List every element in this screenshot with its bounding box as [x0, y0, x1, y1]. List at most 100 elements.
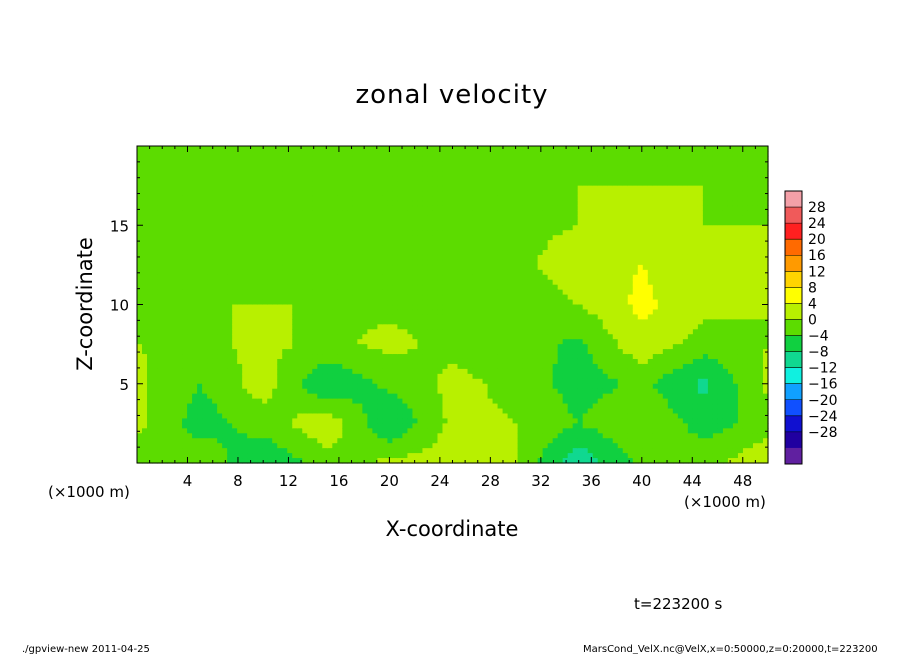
heat-cell [287, 408, 293, 415]
heat-cell [482, 373, 489, 380]
heat-cell [382, 373, 388, 380]
heat-cell [482, 279, 489, 286]
heat-cell [147, 368, 153, 375]
heat-cell [307, 398, 313, 405]
heat-cell [252, 225, 258, 231]
heat-cell [187, 314, 193, 320]
heat-cell [187, 354, 193, 360]
heat-cell [442, 200, 449, 207]
heat-cell [512, 403, 519, 410]
heat-cell [182, 334, 188, 340]
heat-cell [227, 339, 233, 345]
heat-cell [222, 170, 228, 177]
heat-cell [277, 294, 283, 301]
heat-cell [257, 235, 263, 241]
heat-cell [432, 210, 439, 216]
heat-cell [362, 349, 368, 355]
heat-cell [377, 205, 383, 211]
heat-cell [282, 225, 288, 231]
heat-cell [222, 453, 228, 459]
heat-cell [387, 393, 394, 400]
heat-cell [462, 428, 469, 434]
heat-cell [427, 319, 434, 325]
heat-cell [292, 314, 298, 320]
heat-cell [317, 170, 323, 177]
heat-cell [387, 195, 394, 202]
heat-cell [172, 220, 178, 226]
heat-cell [207, 250, 213, 256]
heat-cell [237, 443, 243, 449]
heat-cell [487, 448, 494, 454]
heat-cell [152, 254, 158, 261]
heat-cell [392, 274, 399, 281]
heat-cell [452, 448, 459, 454]
heat-cell [147, 413, 153, 420]
heat-cell [322, 403, 328, 410]
heat-cell [252, 195, 258, 202]
heat-cell [157, 339, 163, 345]
heat-cell [297, 279, 303, 286]
heat-cell [512, 210, 519, 216]
heat-cell [162, 393, 168, 400]
heat-cell [162, 250, 168, 256]
heat-cell [287, 284, 293, 291]
heat-cell [182, 413, 188, 420]
heat-cell [182, 304, 188, 311]
heat-cell [292, 250, 298, 256]
heat-cell [402, 230, 409, 236]
heat-cell [322, 304, 328, 311]
heat-cell [197, 165, 203, 172]
heat-cell [452, 418, 459, 424]
heat-cell [402, 225, 409, 231]
heat-cell [517, 344, 524, 350]
heat-cell [482, 393, 489, 400]
heat-cell [457, 428, 464, 434]
heat-cell [277, 155, 283, 162]
heat-cell [252, 423, 258, 429]
heat-cell [417, 160, 424, 167]
heat-cell [187, 458, 193, 464]
heat-cell [257, 170, 263, 177]
heat-cell [167, 433, 173, 439]
heat-cell [252, 448, 258, 454]
heat-cell [262, 358, 268, 365]
heat-cell [202, 408, 208, 415]
heat-cell [277, 240, 283, 246]
heat-cell [282, 170, 288, 177]
heat-cell [287, 225, 293, 231]
heat-cell [507, 250, 514, 256]
heat-cell [272, 339, 278, 345]
heat-cell [372, 309, 378, 315]
heat-cell [187, 319, 193, 325]
heat-cell [472, 225, 479, 231]
heat-cell [247, 334, 253, 340]
heat-cell [337, 264, 343, 271]
heat-cell [442, 344, 449, 350]
heat-cell [377, 443, 383, 449]
heat-cell [447, 235, 454, 241]
heat-cell [222, 438, 228, 444]
heat-cell [297, 334, 303, 340]
heat-cell [412, 279, 419, 286]
heat-cell [337, 423, 343, 429]
heat-cell [342, 314, 348, 320]
heat-cell [472, 423, 479, 429]
heat-cell [302, 433, 308, 439]
heat-cell [317, 349, 323, 355]
heat-cell [332, 284, 338, 291]
heat-cell [362, 438, 368, 444]
heat-cell [147, 284, 153, 291]
heat-cell [472, 215, 479, 221]
heat-cell [157, 319, 163, 325]
heat-cell [342, 413, 348, 420]
heat-cell [472, 403, 479, 410]
heat-cell [187, 453, 193, 459]
heat-cell [502, 368, 509, 375]
heat-cell [292, 195, 298, 202]
heat-cell [362, 220, 368, 226]
heat-cell [367, 388, 373, 395]
heat-cell [337, 334, 343, 340]
heat-cell [377, 408, 383, 415]
heat-cell [502, 190, 509, 197]
heat-cell [387, 309, 394, 315]
